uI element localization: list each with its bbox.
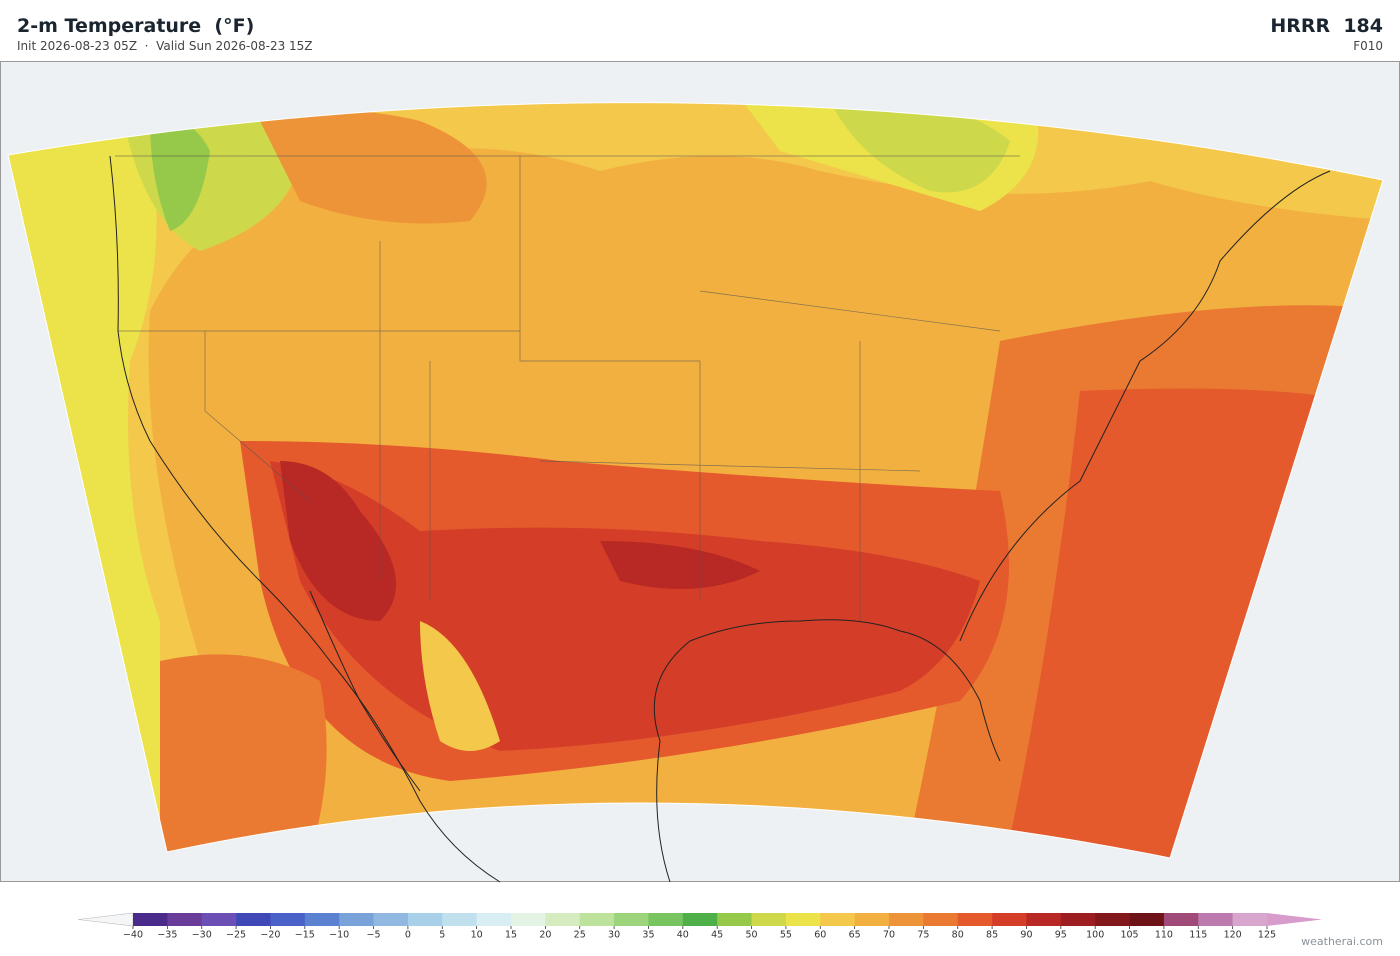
colorbar-bin	[682, 913, 718, 926]
colorbar-bin	[407, 913, 443, 926]
colorbar-tick-label: 85	[986, 929, 998, 940]
colorbar-tick-label: −25	[226, 929, 246, 940]
colorbar-tick-label: −40	[123, 929, 143, 940]
colorbar-under	[77, 912, 134, 927]
colorbar-tick-label: 30	[608, 929, 620, 940]
colorbar-bin	[1198, 913, 1233, 926]
state-borders	[115, 155, 1020, 621]
colorbar-bin	[442, 913, 477, 926]
temperature-field	[8, 102, 1383, 858]
colorbar-tick-label: 95	[1055, 929, 1067, 940]
colorbar-bin	[1232, 913, 1268, 926]
colorbar-bin	[614, 913, 649, 926]
colorbar-bin	[889, 913, 924, 926]
colorbar-tick-label: −5	[367, 929, 381, 940]
colorbar-tick-label: 65	[849, 929, 861, 940]
colorbar-bin	[476, 913, 512, 926]
colorbar-bin	[133, 913, 168, 926]
colorbar-tick-label: 55	[780, 929, 792, 940]
colorbar-tick-label: 20	[539, 929, 551, 940]
colorbar-tick-label: 125	[1258, 929, 1276, 940]
subtitle: Init 2026-08-23 05Z · Valid Sun 2026-08-…	[17, 39, 313, 53]
colorbar-bin	[717, 913, 752, 926]
colorbar-tick-label: −10	[329, 929, 349, 940]
colorbar-tick-label: 35	[642, 929, 654, 940]
domain-edge	[7, 102, 1384, 859]
colorbar-tick-label: 10	[471, 929, 483, 940]
colorbar-tick-label: 90	[1020, 929, 1032, 940]
colorbar-tick-label: −30	[192, 929, 212, 940]
colorbar-tick-label: 5	[439, 929, 445, 940]
colorbar-bin	[957, 913, 993, 926]
colorbar-bin	[1129, 913, 1165, 926]
colorbar-bin	[167, 913, 203, 926]
colorbar-tick-label: −15	[295, 929, 315, 940]
colorbar-bin	[545, 913, 581, 926]
colorbar-bin	[992, 913, 1027, 926]
colorbar-bin	[373, 913, 409, 926]
credit: weatherai.com	[1301, 935, 1383, 948]
coastlines	[109, 155, 1331, 883]
colorbar-tick-label: −35	[157, 929, 177, 940]
colorbar-tick-label: 15	[505, 929, 517, 940]
colorbar-tick-label: 75	[917, 929, 929, 940]
colorbar-tick-label: 40	[677, 929, 689, 940]
colorbar-bin	[236, 913, 271, 926]
colorbar-tick-label: 70	[883, 929, 895, 940]
colorbar-bin	[304, 913, 340, 926]
colorbar-bin	[785, 913, 821, 926]
colorbar-tick-label: 50	[745, 929, 757, 940]
colorbar: −40 −35 −30 −25 −20 −15 −10 −5 0 5 10 15 20 25 30 35 40 4…	[77, 912, 1322, 940]
colorbar-bin	[339, 913, 374, 926]
colorbar-bin	[820, 913, 855, 926]
colorbar-tick-label: 100	[1086, 929, 1104, 940]
colorbar-tick-label: 105	[1120, 929, 1138, 940]
colorbar-tick-label: 80	[952, 929, 964, 940]
colorbar-tick-label: 115	[1189, 929, 1207, 940]
map	[0, 61, 1400, 883]
model-label: HRRR 184	[1270, 15, 1383, 37]
colorbar-bin	[751, 913, 787, 926]
colorbar-tick-label: 25	[574, 929, 586, 940]
colorbar-bin	[854, 913, 890, 926]
colorbar-bin	[511, 913, 546, 926]
colorbar-bin	[1060, 913, 1096, 926]
colorbar-tick-label: 60	[814, 929, 826, 940]
colorbar-tick-label: 110	[1155, 929, 1173, 940]
colorbar-bin	[1163, 913, 1199, 926]
colorbar-bin	[270, 913, 306, 926]
colorbar-tick-label: 45	[711, 929, 723, 940]
colorbar-tick-label: −20	[260, 929, 280, 940]
colorbar-bin	[1026, 913, 1062, 926]
forecast-hour: F010	[1353, 39, 1383, 53]
colorbar-bin	[648, 913, 684, 926]
colorbar-bin	[201, 913, 237, 926]
colorbar-over	[1267, 913, 1322, 926]
colorbar-bin	[579, 913, 615, 926]
colorbar-tick-label: 0	[405, 929, 411, 940]
title: 2-m Temperature (°F)	[17, 15, 255, 37]
colorbar-bin	[1095, 913, 1130, 926]
colorbar-tick-label: 120	[1224, 929, 1242, 940]
colorbar-bin	[923, 913, 959, 926]
